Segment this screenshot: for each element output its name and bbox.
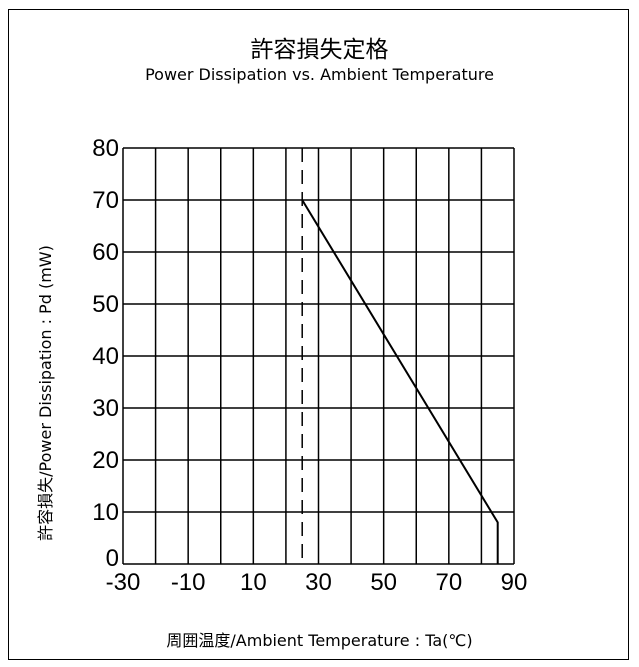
series	[301, 148, 499, 564]
x-tick-label: 30	[305, 569, 332, 596]
y-tick-label: 80	[92, 135, 119, 162]
y-tick-label: 60	[92, 239, 119, 266]
x-tick-label: 50	[370, 569, 397, 596]
y-tick-label: 40	[92, 343, 119, 370]
chart-title: 許容損失定格	[250, 37, 389, 63]
x-axis-label: 周囲温度/Ambient Temperature : Ta(℃)	[166, 631, 473, 650]
x-tick-label: 10	[240, 569, 267, 596]
x-tick-label: 70	[435, 569, 462, 596]
y-tick-label: 70	[92, 187, 119, 214]
y-tick-label: 30	[92, 395, 119, 422]
grid	[122, 147, 515, 565]
series-line	[301, 199, 499, 564]
y-tick-label: 20	[92, 447, 119, 474]
x-tick-label: 90	[501, 569, 528, 596]
y-ticks: 0 10 20 30 40 50 60 70 80	[92, 135, 119, 572]
x-tick-label: -30	[106, 569, 141, 596]
y-tick-label: 50	[92, 291, 119, 318]
chart-subtitle: Power Dissipation vs. Ambient Temperatur…	[145, 65, 494, 84]
y-tick-label: 10	[92, 499, 119, 526]
y-tick-label: 0	[106, 545, 119, 572]
x-ticks: -30 -10 10 30 50 70 90	[106, 569, 528, 596]
x-tick-label: -10	[171, 569, 206, 596]
